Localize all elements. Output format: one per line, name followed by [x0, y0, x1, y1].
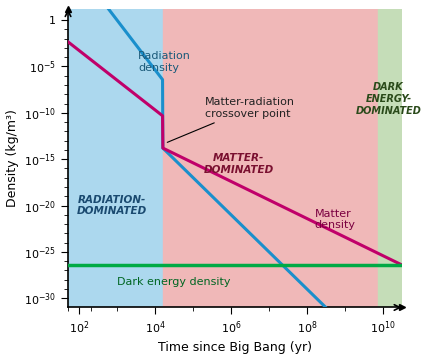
Bar [162, 9, 377, 307]
Text: DARK
ENERGY-
DOMINATED: DARK ENERGY- DOMINATED [354, 82, 420, 116]
Y-axis label: Density (kg/m³): Density (kg/m³) [6, 109, 18, 207]
Text: Radiation
density: Radiation density [138, 51, 190, 73]
X-axis label: Time since Big Bang (yr): Time since Big Bang (yr) [158, 341, 311, 355]
Text: RADIATION-
DOMINATED: RADIATION- DOMINATED [76, 195, 147, 216]
Text: Matter-radiation
crossover point: Matter-radiation crossover point [167, 98, 294, 142]
Text: Matter
density: Matter density [314, 209, 354, 230]
Text: Dark energy density: Dark energy density [117, 276, 230, 287]
Bar [377, 9, 401, 307]
Bar [68, 9, 162, 307]
Text: MATTER-
DOMINATED: MATTER- DOMINATED [203, 153, 273, 175]
